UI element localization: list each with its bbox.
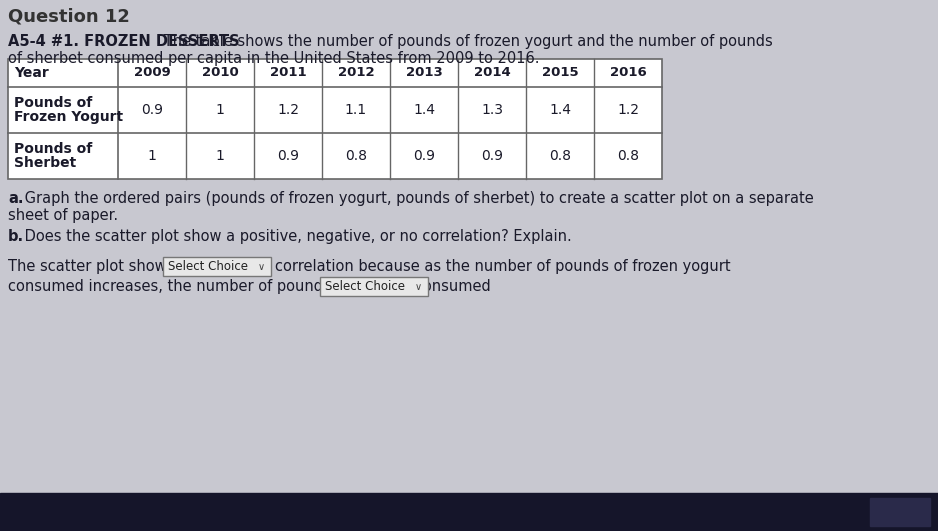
Text: consumed increases, the number of pounds of sherbet consumed: consumed increases, the number of pounds… — [8, 279, 491, 294]
Text: 2009: 2009 — [133, 66, 171, 80]
Text: A5-4 #1. FROZEN DESSERTS: A5-4 #1. FROZEN DESSERTS — [8, 34, 239, 49]
Text: 0.9: 0.9 — [413, 149, 435, 163]
Text: 1: 1 — [216, 149, 224, 163]
Text: 2014: 2014 — [474, 66, 510, 80]
Text: Graph the ordered pairs (pounds of frozen yogurt, pounds of sherbet) to create a: Graph the ordered pairs (pounds of froze… — [20, 191, 814, 206]
Text: 0.9: 0.9 — [481, 149, 503, 163]
Bar — [320, 277, 428, 296]
Text: 2012: 2012 — [338, 66, 374, 80]
Text: 1.1: 1.1 — [345, 103, 367, 117]
Text: 0.9: 0.9 — [277, 149, 299, 163]
Text: 2010: 2010 — [202, 66, 238, 80]
Text: 2013: 2013 — [405, 66, 443, 80]
Text: Question 12: Question 12 — [8, 8, 129, 26]
Text: 0.9: 0.9 — [141, 103, 163, 117]
Text: Pounds of: Pounds of — [14, 96, 92, 110]
Text: Frozen Yogurt: Frozen Yogurt — [14, 110, 123, 124]
Text: ∨: ∨ — [257, 261, 265, 271]
Text: 1.4: 1.4 — [413, 103, 435, 117]
Text: a.: a. — [8, 191, 23, 206]
Text: ∨: ∨ — [415, 281, 421, 292]
Text: 1.2: 1.2 — [277, 103, 299, 117]
Text: 2015: 2015 — [541, 66, 579, 80]
Bar — [870, 498, 930, 526]
Text: 0.8: 0.8 — [549, 149, 571, 163]
Text: The table shows the number of pounds of frozen yogurt and the number of pounds: The table shows the number of pounds of … — [159, 34, 773, 49]
Text: 1.4: 1.4 — [549, 103, 571, 117]
Text: Does the scatter plot show a positive, negative, or no correlation? Explain.: Does the scatter plot show a positive, n… — [20, 229, 572, 244]
Text: of sherbet consumed per capita in the United States from 2009 to 2016.: of sherbet consumed per capita in the Un… — [8, 51, 539, 66]
Text: 1.3: 1.3 — [481, 103, 503, 117]
Text: 0.8: 0.8 — [617, 149, 639, 163]
Text: correlation because as the number of pounds of frozen yogurt: correlation because as the number of pou… — [275, 259, 731, 274]
Text: Pounds of: Pounds of — [14, 142, 92, 156]
Text: 2011: 2011 — [270, 66, 307, 80]
Bar — [8, 59, 662, 179]
Text: The scatter plot shows: The scatter plot shows — [8, 259, 174, 274]
Bar — [0, 493, 938, 531]
Text: b.: b. — [8, 229, 24, 244]
Text: Select Choice: Select Choice — [325, 280, 405, 293]
Text: 1: 1 — [216, 103, 224, 117]
Text: 0.8: 0.8 — [345, 149, 367, 163]
Text: 1.2: 1.2 — [617, 103, 639, 117]
Text: Select Choice: Select Choice — [168, 260, 248, 273]
Text: 2016: 2016 — [610, 66, 646, 80]
Text: Sherbet: Sherbet — [14, 156, 76, 170]
Bar — [163, 257, 271, 276]
Text: 1: 1 — [147, 149, 157, 163]
Text: Year: Year — [14, 66, 49, 80]
Text: sheet of paper.: sheet of paper. — [8, 208, 118, 223]
